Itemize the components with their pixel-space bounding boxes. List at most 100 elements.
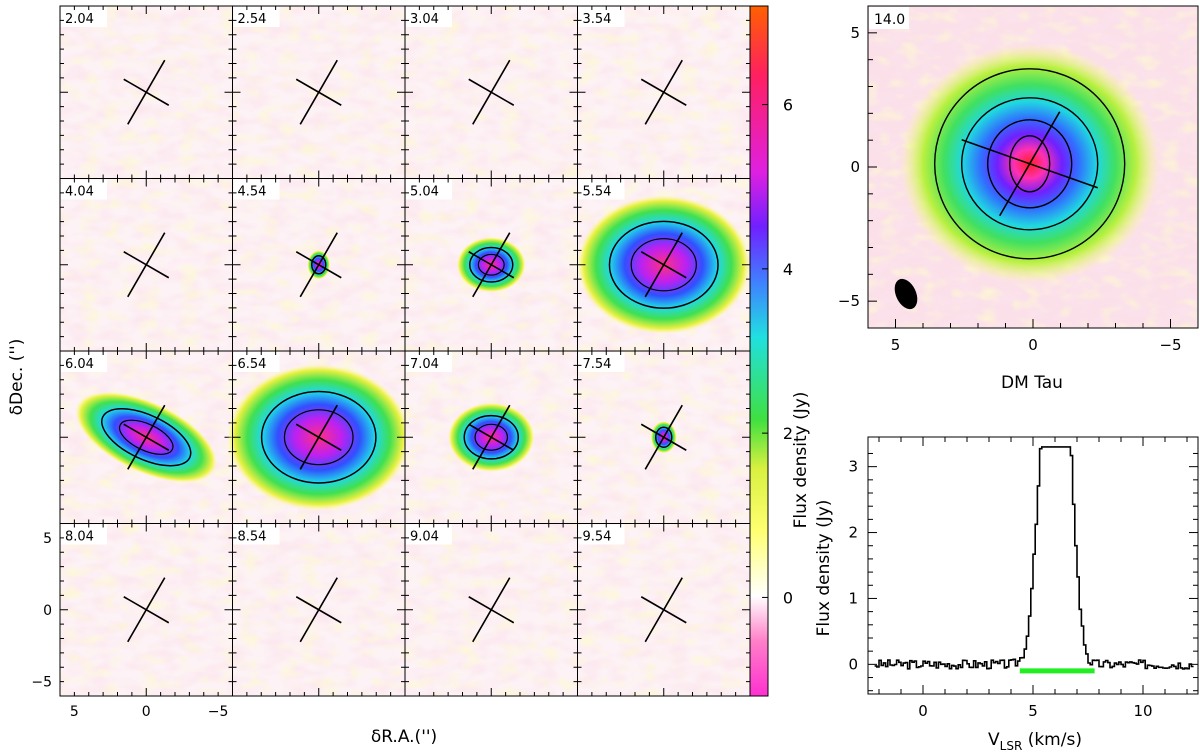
channel-label-bg	[578, 352, 625, 372]
minor-axis-line	[961, 139, 1098, 189]
channel-label-bg	[233, 352, 280, 372]
map-x-tick-label: 0	[1028, 336, 1038, 354]
channel-velocity-label: 8.04	[65, 530, 94, 545]
channel-panel: 4.04	[59, 178, 233, 352]
contour-outer	[469, 246, 514, 283]
minor-axis-line	[123, 596, 170, 624]
spectrum-y-tick-label: 0	[848, 655, 858, 673]
channel-panel: 8.54	[232, 523, 406, 697]
mom0-title: DM Tau	[1001, 373, 1063, 393]
channel-panel: 2.04	[59, 5, 233, 179]
channel-label-bg	[406, 524, 452, 545]
minor-axis-line	[295, 78, 342, 106]
colorbar-tick-label: 0	[783, 588, 793, 607]
minor-axis-line	[640, 596, 687, 624]
channel-label-bg	[578, 524, 625, 545]
contour	[960, 97, 1099, 231]
x-tick-label: −5	[208, 704, 229, 720]
map-label: 14.0	[874, 12, 905, 28]
channel-velocity-label: 6.54	[238, 357, 267, 372]
x-tick-label: 5	[70, 704, 79, 720]
minor-axis-line	[295, 596, 342, 624]
colorbar-tick-label: 2	[783, 424, 793, 443]
minor-axis-line	[640, 251, 687, 279]
minor-axis-line	[468, 78, 515, 106]
channel-label-bg	[61, 524, 107, 545]
spectrum-x-tick-label: 5	[1028, 702, 1038, 720]
map-x-tick-label: −5	[1159, 336, 1181, 354]
minor-axis-line	[123, 78, 170, 106]
integrated-map: 14.0 5 5 0 0 −5 −5	[838, 5, 1199, 354]
contour-outer	[101, 408, 192, 467]
contour-inner	[630, 238, 697, 292]
map-y-tick-label: 5	[850, 24, 860, 42]
colorbar-tick-label: 4	[783, 260, 793, 279]
map-label-bg	[869, 7, 909, 29]
contour-outer	[311, 255, 327, 275]
channel-velocity-label: 5.54	[583, 185, 612, 200]
minor-axis-line	[123, 423, 170, 451]
channel-panel: 2.54	[232, 5, 406, 179]
spectrum-plot: 0 5 10 0 1 2 3	[848, 436, 1199, 720]
channel-label-bg	[406, 7, 452, 27]
channel-label-bg	[578, 7, 625, 27]
y-tick-label: 5	[43, 531, 52, 547]
channel-panel: 7.04	[404, 350, 578, 524]
channel-panel: 5.04	[404, 178, 578, 352]
channel-velocity-label: 6.04	[65, 357, 94, 372]
contour-inner	[474, 423, 509, 451]
channel-label-bg	[233, 7, 280, 27]
minor-axis-line	[468, 251, 515, 279]
spectrum-y-tick-label: 3	[848, 458, 858, 476]
contour	[933, 68, 1126, 260]
minor-axis-line	[640, 78, 687, 106]
channel-xlabel: δR.A.('')	[371, 727, 437, 747]
contour-inner	[477, 253, 505, 276]
contour-outer	[260, 390, 377, 484]
channel-label-bg	[233, 179, 280, 200]
channel-ylabel: δDec. ('')	[7, 339, 27, 416]
y-tick-label: −5	[31, 675, 52, 691]
map-y-tick-label: −5	[838, 292, 860, 310]
channel-velocity-label: 4.54	[238, 185, 267, 200]
channel-velocity-label: 8.54	[238, 530, 267, 545]
colorbar-gradient	[749, 5, 769, 697]
colorbar: 0 2 4 6	[749, 5, 793, 697]
channel-label-bg	[406, 352, 452, 372]
contour-outer	[463, 414, 519, 460]
minor-axis-line	[295, 423, 342, 451]
channel-panel: 6.04	[59, 350, 233, 524]
channel-map-grid: 2.04 2.54 3.04 3.54 4.04 4.54 5.04 5.54 6.04 6.54…	[31, 5, 751, 720]
map-y-tick-label: 0	[850, 158, 860, 176]
channel-velocity-label: 3.54	[583, 12, 612, 27]
channel-label-bg	[406, 179, 452, 200]
minor-axis-line	[123, 251, 170, 279]
y-tick-label: 0	[43, 603, 52, 619]
minor-axis-line	[468, 596, 515, 624]
channel-velocity-label: 9.54	[583, 530, 612, 545]
channel-panel: 3.04	[404, 5, 578, 179]
spectrum-line	[874, 446, 1194, 670]
contour-inner	[118, 419, 174, 455]
xlabel-sub: LSR	[1000, 739, 1023, 753]
channel-label-bg	[61, 179, 107, 200]
contour	[1008, 135, 1051, 193]
channel-label-bg	[233, 524, 280, 545]
channel-panel: 5.54	[576, 178, 751, 352]
map-x-tick-label: 5	[891, 336, 901, 354]
channel-velocity-label: 7.54	[583, 357, 612, 372]
channel-panel: 9.04	[404, 523, 578, 697]
channel-velocity-label: 7.04	[410, 357, 439, 372]
spectrum-x-tick-label: 0	[918, 702, 928, 720]
channel-panel: 9.54	[577, 523, 751, 697]
channel-velocity-label: 2.54	[238, 12, 267, 27]
channel-label-bg	[578, 179, 625, 200]
minor-axis-line	[468, 423, 515, 451]
colorbar-tick-label: 6	[783, 96, 793, 115]
minor-axis-line	[640, 423, 687, 451]
channel-velocity-label: 5.04	[410, 185, 439, 200]
minor-axis-line	[295, 251, 342, 279]
x-tick-label: 0	[142, 704, 151, 720]
channel-label-bg	[61, 352, 107, 372]
